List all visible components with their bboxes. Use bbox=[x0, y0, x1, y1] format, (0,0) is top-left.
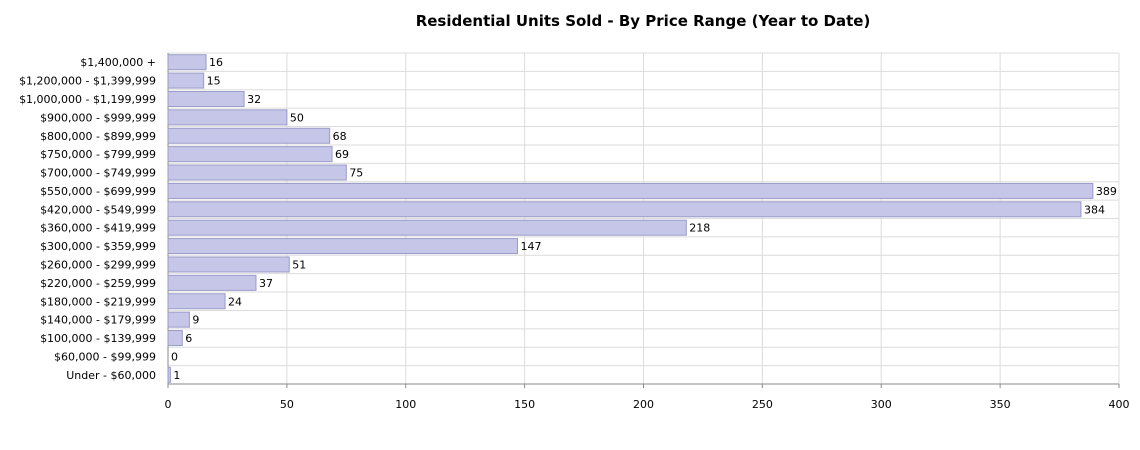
bar bbox=[167, 72, 205, 89]
data-label: 68 bbox=[333, 130, 347, 143]
category-label: $180,000 - $219,999 bbox=[40, 295, 156, 308]
bar bbox=[167, 366, 171, 383]
x-tick-label: 400 bbox=[1109, 398, 1130, 411]
category-label: $550,000 - $699,999 bbox=[40, 185, 156, 198]
data-label: 9 bbox=[192, 314, 199, 327]
category-label: $750,000 - $799,999 bbox=[40, 148, 156, 161]
bar bbox=[167, 330, 183, 347]
data-label: 75 bbox=[349, 167, 363, 180]
bar bbox=[167, 293, 226, 310]
category-label: $140,000 - $179,999 bbox=[40, 314, 156, 327]
bar bbox=[167, 256, 290, 273]
bar bbox=[167, 146, 333, 163]
category-label: $300,000 - $359,999 bbox=[40, 240, 156, 253]
data-label: 15 bbox=[207, 75, 221, 88]
category-label: $700,000 - $749,999 bbox=[40, 167, 156, 180]
category-label: $900,000 - $999,999 bbox=[40, 111, 156, 124]
x-tick-label: 250 bbox=[752, 398, 773, 411]
bar bbox=[167, 182, 1094, 199]
category-label: $60,000 - $99,999 bbox=[54, 350, 156, 363]
bar bbox=[167, 238, 518, 255]
category-label: Under - $60,000 bbox=[66, 369, 156, 382]
bar bbox=[167, 201, 1082, 218]
bar bbox=[167, 127, 331, 144]
category-label: $1,400,000 + bbox=[80, 56, 156, 69]
data-label: 24 bbox=[228, 295, 242, 308]
data-label: 389 bbox=[1096, 185, 1117, 198]
data-label: 218 bbox=[689, 222, 710, 235]
x-tick-label: 350 bbox=[990, 398, 1011, 411]
data-label: 37 bbox=[259, 277, 273, 290]
bar bbox=[167, 109, 288, 126]
data-label: 384 bbox=[1084, 203, 1105, 216]
x-tick-label: 50 bbox=[280, 398, 294, 411]
x-tick-label: 200 bbox=[633, 398, 654, 411]
bar bbox=[167, 54, 207, 71]
x-tick-label: 100 bbox=[395, 398, 416, 411]
data-label: 51 bbox=[292, 258, 306, 271]
chart-title: Residential Units Sold - By Price Range … bbox=[415, 12, 871, 30]
category-label: $1,200,000 - $1,399,999 bbox=[19, 75, 156, 88]
category-label: $220,000 - $259,999 bbox=[40, 277, 156, 290]
x-tick-label: 150 bbox=[514, 398, 535, 411]
x-tick-label: 300 bbox=[871, 398, 892, 411]
bar bbox=[167, 311, 190, 328]
bar bbox=[167, 164, 347, 181]
category-label: $260,000 - $299,999 bbox=[40, 258, 156, 271]
category-label: $1,000,000 - $1,199,999 bbox=[19, 93, 156, 106]
data-label: 69 bbox=[335, 148, 349, 161]
data-label: 6 bbox=[185, 332, 192, 345]
category-label: $360,000 - $419,999 bbox=[40, 222, 156, 235]
data-label: 16 bbox=[209, 56, 223, 69]
data-label: 0 bbox=[171, 350, 178, 363]
bar bbox=[167, 274, 257, 291]
data-label: 1 bbox=[173, 369, 180, 382]
data-label: 147 bbox=[520, 240, 541, 253]
bar bbox=[167, 90, 245, 107]
data-label: 32 bbox=[247, 93, 261, 106]
x-tick-label: 0 bbox=[165, 398, 172, 411]
bar bbox=[167, 219, 687, 236]
category-label: $420,000 - $549,999 bbox=[40, 203, 156, 216]
category-label: $800,000 - $899,999 bbox=[40, 130, 156, 143]
data-label: 50 bbox=[290, 111, 304, 124]
category-label: $100,000 - $139,999 bbox=[40, 332, 156, 345]
